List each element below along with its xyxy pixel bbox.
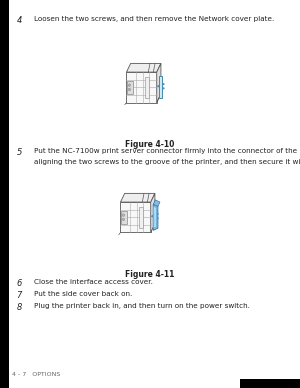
Text: Loosen the two screws, and then remove the Network cover plate.: Loosen the two screws, and then remove t…	[34, 16, 275, 22]
Bar	[139, 207, 143, 228]
Bar	[121, 211, 127, 224]
Text: 8: 8	[16, 303, 22, 312]
Polygon shape	[151, 193, 155, 232]
Bar	[127, 81, 133, 94]
Text: Plug the printer back in, and then turn on the power switch.: Plug the printer back in, and then turn …	[34, 303, 250, 309]
Text: Close the interface access cover.: Close the interface access cover.	[34, 279, 153, 284]
Bar	[240, 379, 300, 388]
Text: Put the NC-7100w print server connector firmly into the connector of the main co: Put the NC-7100w print server connector …	[34, 148, 300, 154]
Circle shape	[122, 218, 124, 221]
Polygon shape	[127, 63, 161, 72]
Text: 4: 4	[16, 16, 22, 25]
Circle shape	[128, 88, 130, 91]
Text: 7: 7	[16, 291, 22, 300]
Text: Put the side cover back on.: Put the side cover back on.	[34, 291, 133, 297]
Text: 5: 5	[16, 148, 22, 157]
Text: 4 - 7   OPTIONS: 4 - 7 OPTIONS	[12, 372, 60, 377]
Polygon shape	[153, 204, 158, 230]
Polygon shape	[121, 202, 151, 232]
Circle shape	[128, 84, 130, 87]
Bar	[159, 76, 162, 98]
Bar	[0, 0, 9, 388]
Polygon shape	[157, 63, 161, 102]
Text: 6: 6	[16, 279, 22, 288]
Bar	[145, 77, 149, 98]
Text: aligning the two screws to the groove of the printer, and then secure it with th: aligning the two screws to the groove of…	[34, 159, 300, 165]
Polygon shape	[121, 193, 155, 202]
Polygon shape	[127, 72, 157, 102]
Circle shape	[122, 214, 124, 217]
Polygon shape	[153, 200, 160, 206]
Text: Figure 4-10: Figure 4-10	[125, 140, 175, 149]
Polygon shape	[153, 206, 157, 228]
Text: Figure 4-11: Figure 4-11	[125, 270, 175, 279]
